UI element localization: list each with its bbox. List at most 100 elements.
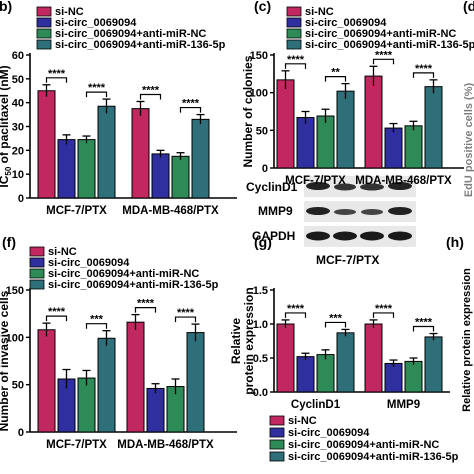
- legend-swatch: [269, 451, 285, 462]
- bar: [424, 336, 443, 393]
- legend-label: si-NC: [305, 6, 334, 18]
- y-axis-label: protein expression: [242, 287, 256, 394]
- significance-bracket: [412, 72, 435, 78]
- bar: [276, 323, 295, 393]
- panel-h-ylabel: Relative protein expression: [461, 268, 473, 412]
- bar: [316, 354, 335, 393]
- blot-strip-mmp9: [304, 201, 416, 222]
- significance-label: ****: [287, 303, 305, 315]
- x-tick-label: MDA-MB-468/PTX: [355, 175, 452, 187]
- y-axis-label: Relative: [229, 318, 243, 364]
- bar: [77, 139, 96, 199]
- y-tick-label: 0: [262, 163, 268, 175]
- legend-label: si-NC: [48, 246, 77, 258]
- significance-bracket: [372, 58, 395, 65]
- legend-g: si-NCsi-circ_0069094si-circ_0069094+anti…: [269, 415, 459, 463]
- legend-label: si-circ_0069094: [305, 17, 387, 29]
- legend-swatch: [286, 6, 302, 17]
- legend-label: si-circ_0069094+anti-miR-136-5p: [305, 39, 474, 51]
- blot-band: [360, 183, 384, 191]
- legend-label: si-NC: [55, 6, 84, 18]
- significance-bracket: [284, 63, 307, 69]
- bar: [336, 332, 355, 393]
- bar: [316, 115, 335, 169]
- chart-b-ic50: 0 10 20 30 40 50 60 IC50 of paclitaxel (nM) MCF-…: [0, 50, 237, 217]
- blot-band: [388, 207, 412, 215]
- y-tick-label: 0.5: [253, 353, 268, 365]
- y-axis-label: IC50 of paclitaxel (nM): [0, 65, 13, 187]
- bar: [276, 79, 295, 169]
- legend-label: si-circ_0069094+anti-miR-136-5p: [55, 39, 226, 51]
- significance-bracket: [85, 323, 108, 329]
- legend-label: si-circ_0069094+anti-miR-NC: [48, 268, 199, 280]
- bar: [57, 139, 76, 199]
- significance-bracket: [372, 312, 395, 318]
- bar: [424, 86, 443, 169]
- significance-bracket: [412, 325, 435, 332]
- blot-strip-cyclind1: [304, 176, 416, 197]
- significance-bracket: [324, 321, 347, 328]
- legend-label: si-circ_0069094+anti-miR-NC: [288, 439, 439, 451]
- bar: [126, 321, 145, 433]
- significance-bracket: [179, 106, 202, 113]
- y-tick-label: 150: [250, 50, 268, 62]
- x-tick-label: CyclinD1: [291, 399, 341, 411]
- legend-swatch: [269, 439, 285, 450]
- legend-swatch: [286, 17, 302, 28]
- y-tick-label: 50: [12, 74, 24, 86]
- blot-label-cyclind1: CyclinD1: [246, 180, 298, 194]
- bar: [77, 377, 96, 433]
- bar: [171, 155, 190, 199]
- y-tick-label: 10: [12, 169, 24, 181]
- y-tick-label: 0: [18, 193, 24, 205]
- legend-label: si-circ_0069094: [48, 257, 130, 269]
- legend-swatch: [29, 257, 45, 268]
- y-tick-label: 30: [12, 122, 24, 134]
- legend-swatch: [29, 268, 45, 279]
- x-tick-label: MDA-MB-468/PTX: [117, 439, 214, 451]
- blot-band: [306, 231, 330, 241]
- legend-label: si-circ_0069094+anti-miR-136-5p: [288, 451, 459, 463]
- blot-band: [361, 209, 383, 215]
- bar: [364, 75, 383, 169]
- significance-bracket: [85, 91, 108, 98]
- bar: [131, 108, 150, 199]
- blot-label-mmp9: MMP9: [258, 204, 293, 218]
- y-tick-label: 0: [18, 427, 24, 439]
- legend-swatch: [36, 6, 52, 17]
- panel-label-b: b): [0, 0, 12, 14]
- bar: [384, 362, 403, 393]
- panel-label-c: (c): [254, 0, 271, 14]
- blot-band: [306, 207, 330, 215]
- panel-label-d: (d: [463, 0, 474, 14]
- significance-label: ****: [375, 49, 393, 61]
- y-tick-label: 0.0: [253, 387, 268, 399]
- significance-label: ****: [142, 84, 160, 96]
- bar: [296, 356, 315, 393]
- legend-swatch: [286, 39, 302, 50]
- legend-label: si-circ_0069094+anti-miR-NC: [55, 28, 206, 40]
- significance-label: ****: [415, 63, 433, 75]
- significance-bracket: [284, 312, 307, 318]
- legend-f: si-NCsi-circ_0069094si-circ_0069094+anti…: [29, 246, 219, 291]
- legend-swatch: [269, 415, 285, 426]
- blot-band: [388, 182, 412, 190]
- x-tick-label: MMP9: [387, 399, 420, 411]
- western-blot: CyclinD1 MMP9 GAPDH MCF-7/PTX: [246, 176, 416, 267]
- panel-label-h: (h): [446, 234, 464, 250]
- bar: [404, 125, 423, 169]
- y-tick-label: 100: [6, 332, 24, 344]
- blot-caption: MCF-7/PTX: [316, 253, 379, 267]
- bar: [37, 90, 56, 199]
- y-tick-label: 50: [12, 380, 24, 392]
- bar: [364, 323, 383, 393]
- significance-label: ****: [182, 98, 200, 110]
- legend-label: si-circ_0069094: [288, 427, 370, 439]
- y-tick-label: 50: [256, 125, 268, 137]
- y-tick-label: 150: [6, 285, 24, 297]
- bar: [37, 329, 56, 433]
- legend-swatch: [36, 39, 52, 50]
- bar: [146, 387, 165, 433]
- legend-swatch: [29, 246, 45, 257]
